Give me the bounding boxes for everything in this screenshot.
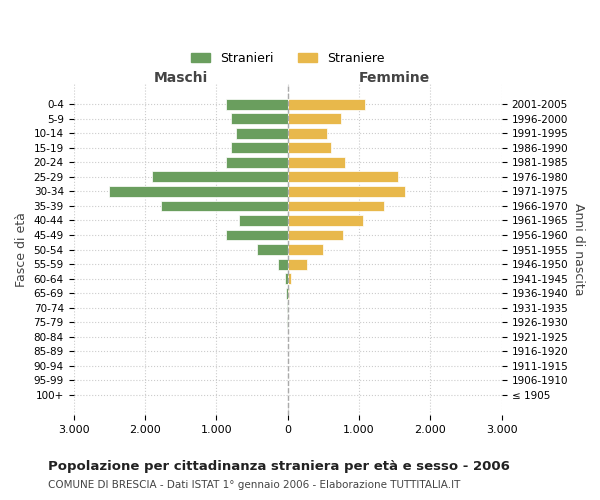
Bar <box>287 142 331 154</box>
Bar <box>287 200 384 211</box>
Bar <box>287 186 406 197</box>
Bar <box>287 230 343 240</box>
Bar <box>287 157 345 168</box>
Y-axis label: Fasce di età: Fasce di età <box>15 212 28 287</box>
Bar <box>230 114 287 124</box>
Bar <box>287 273 291 284</box>
Text: Femmine: Femmine <box>359 72 430 86</box>
Bar <box>287 99 365 110</box>
Bar <box>230 142 287 154</box>
Bar <box>287 215 362 226</box>
Bar <box>287 302 289 313</box>
Bar <box>239 215 287 226</box>
Bar <box>287 172 398 182</box>
Bar <box>257 244 287 255</box>
Bar <box>287 258 307 270</box>
Bar <box>226 157 287 168</box>
Bar <box>287 128 327 139</box>
Text: Popolazione per cittadinanza straniera per età e sesso - 2006: Popolazione per cittadinanza straniera p… <box>48 460 510 473</box>
Bar <box>226 230 287 240</box>
Bar <box>226 99 287 110</box>
Text: COMUNE DI BRESCIA - Dati ISTAT 1° gennaio 2006 - Elaborazione TUTTITALIA.IT: COMUNE DI BRESCIA - Dati ISTAT 1° gennai… <box>48 480 460 490</box>
Text: Maschi: Maschi <box>154 72 208 86</box>
Bar <box>109 186 287 197</box>
Legend: Stranieri, Straniere: Stranieri, Straniere <box>186 47 389 70</box>
Bar <box>286 288 287 298</box>
Bar <box>236 128 287 139</box>
Bar <box>161 200 287 211</box>
Bar <box>287 288 289 298</box>
Bar <box>287 244 323 255</box>
Bar <box>285 273 287 284</box>
Bar <box>287 114 341 124</box>
Bar <box>278 258 287 270</box>
Y-axis label: Anni di nascita: Anni di nascita <box>572 204 585 296</box>
Bar <box>152 172 287 182</box>
